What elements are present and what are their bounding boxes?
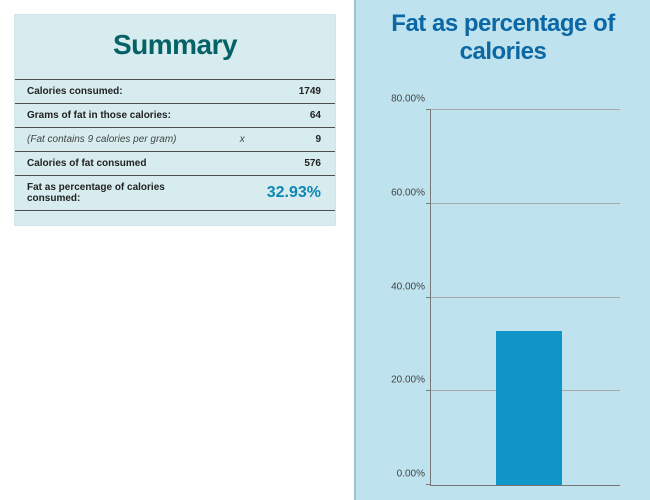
chart-plot-area: 0.00%20.00%40.00%60.00%80.00%	[430, 110, 620, 486]
chart-ytick-label: 80.00%	[371, 94, 425, 105]
summary-label: Fat as percentage of calories consumed:	[15, 176, 228, 211]
chart-ytick	[426, 203, 431, 204]
chart-panel: Fat as percentage of calories 0.00%20.00…	[354, 0, 650, 500]
summary-mid	[228, 152, 255, 176]
summary-row: Grams of fat in those calories: 64	[15, 104, 335, 128]
chart-ytick	[426, 297, 431, 298]
summary-panel: Summary Calories consumed:1749Grams of f…	[14, 14, 336, 226]
chart-title: Fat as percentage of calories	[376, 10, 630, 65]
summary-row: Fat as percentage of calories consumed: 3…	[15, 176, 335, 211]
summary-label: Grams of fat in those calories:	[15, 104, 228, 128]
summary-row: Calories of fat consumed 576	[15, 152, 335, 176]
chart-gridline	[431, 297, 620, 298]
summary-label: Calories consumed:	[15, 80, 228, 104]
chart-ytick-label: 60.00%	[371, 187, 425, 198]
summary-label: Calories of fat consumed	[15, 152, 228, 176]
chart-ytick	[426, 109, 431, 110]
summary-mid	[228, 80, 255, 104]
chart-bar	[496, 331, 562, 485]
summary-mid: x	[228, 128, 255, 152]
summary-mid	[228, 104, 255, 128]
summary-table: Calories consumed:1749Grams of fat in th…	[15, 79, 335, 211]
chart-ytick-label: 40.00%	[371, 281, 425, 292]
summary-value: 576	[255, 152, 335, 176]
summary-row: (Fat contains 9 calories per gram)x9	[15, 128, 335, 152]
summary-value: 64	[255, 104, 335, 128]
chart-ytick	[426, 484, 431, 485]
summary-title: Summary	[15, 29, 335, 61]
summary-value: 1749	[255, 80, 335, 104]
chart-gridline	[431, 203, 620, 204]
chart-ytick-label: 20.00%	[371, 375, 425, 386]
summary-value: 9	[255, 128, 335, 152]
chart-ytick	[426, 390, 431, 391]
summary-label: (Fat contains 9 calories per gram)	[15, 128, 228, 152]
summary-mid	[228, 176, 255, 211]
chart-ytick-label: 0.00%	[371, 469, 425, 480]
summary-value: 32.93%	[255, 176, 335, 211]
summary-row: Calories consumed: 1749	[15, 80, 335, 104]
chart-gridline	[431, 109, 620, 110]
